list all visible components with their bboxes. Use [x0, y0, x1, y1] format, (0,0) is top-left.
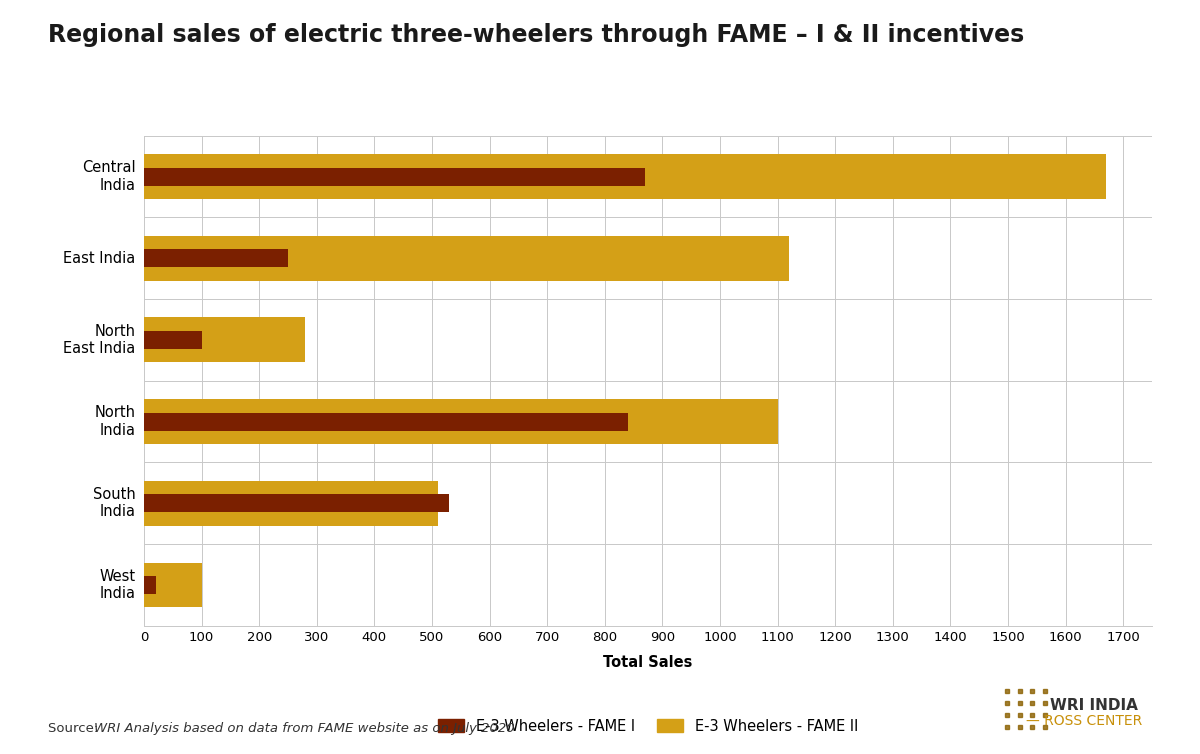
Bar	[144, 399, 778, 444]
Bar	[144, 167, 646, 185]
Bar	[144, 331, 202, 349]
Text: — ROSS CENTER: — ROSS CENTER	[1026, 713, 1142, 728]
Text: WRI Analysis based on data from FAME website as on July 2020: WRI Analysis based on data from FAME web…	[94, 722, 515, 735]
Text: Source:: Source:	[48, 722, 102, 735]
Bar	[144, 236, 790, 280]
Bar	[144, 317, 305, 363]
Bar	[144, 481, 438, 526]
Bar	[144, 412, 628, 431]
Bar	[144, 562, 202, 608]
Text: Regional sales of electric three-wheelers through FAME – I & II incentives: Regional sales of electric three-wheeler…	[48, 23, 1025, 47]
Legend: E-3 Wheelers - FAME I, E-3 Wheelers - FAME II: E-3 Wheelers - FAME I, E-3 Wheelers - FA…	[431, 712, 865, 741]
Bar	[144, 576, 156, 594]
Text: WRI INDIA: WRI INDIA	[1050, 697, 1138, 713]
X-axis label: Total Sales: Total Sales	[604, 654, 692, 670]
Bar	[144, 495, 449, 512]
Bar	[144, 154, 1106, 199]
Bar	[144, 250, 288, 267]
